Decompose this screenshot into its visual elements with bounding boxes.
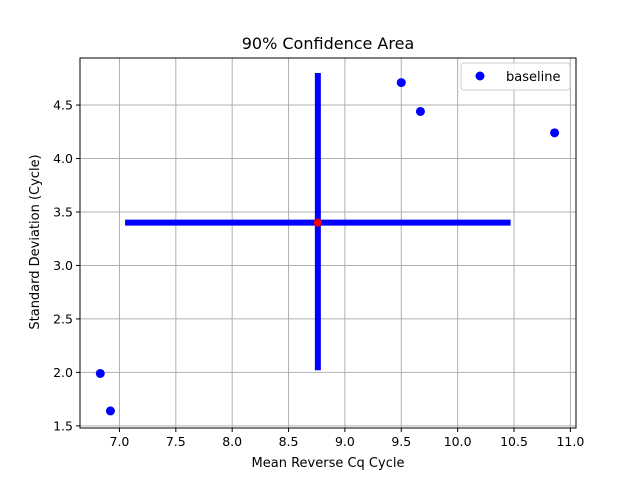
x-axis-label: Mean Reverse Cq Cycle <box>252 456 405 471</box>
data-point <box>95 368 105 378</box>
y-tick-label: 2.0 <box>53 365 73 380</box>
data-point <box>550 128 560 138</box>
y-tick-label: 4.0 <box>53 151 73 166</box>
legend: baseline <box>460 62 571 91</box>
y-axis-ticks: 1.5 2.0 2.5 3.0 3.5 4.0 4.5 <box>53 98 80 433</box>
data-points <box>95 78 560 416</box>
x-tick-label: 7.5 <box>166 434 186 449</box>
y-tick-label: 2.5 <box>53 311 73 326</box>
x-tick-label: 10.5 <box>500 434 528 449</box>
grid <box>80 58 576 428</box>
data-point <box>105 406 115 416</box>
center-point <box>313 218 322 227</box>
x-tick-label: 8.0 <box>222 434 242 449</box>
y-tick-label: 4.5 <box>53 98 73 113</box>
legend-box <box>460 62 571 91</box>
legend-marker-baseline <box>475 71 485 81</box>
plot-frame <box>79 57 577 429</box>
x-tick-label: 9.0 <box>335 434 355 449</box>
data-point <box>396 78 406 88</box>
y-tick-label: 1.5 <box>53 418 73 433</box>
y-axis-label: Standard Deviation (Cycle) <box>28 154 43 329</box>
x-tick-label: 11.0 <box>556 434 584 449</box>
y-tick-label: 3.0 <box>53 258 73 273</box>
chart-title: 90% Confidence Area <box>242 34 415 53</box>
x-tick-label: 8.5 <box>279 434 299 449</box>
x-axis-ticks: 7.0 7.5 8.0 8.5 9.0 9.5 10.0 10.5 11.0 <box>110 428 584 449</box>
x-tick-label: 9.5 <box>391 434 411 449</box>
x-tick-label: 7.0 <box>110 434 130 449</box>
data-point <box>415 106 425 116</box>
x-tick-label: 10.0 <box>444 434 472 449</box>
legend-label-baseline: baseline <box>506 70 560 85</box>
y-tick-label: 3.5 <box>53 204 73 219</box>
